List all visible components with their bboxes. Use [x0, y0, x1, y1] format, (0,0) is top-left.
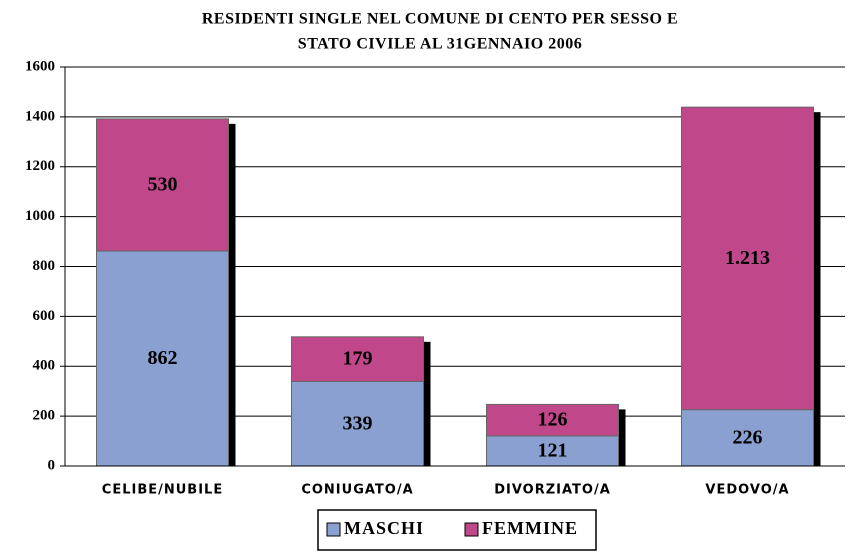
- bar-shadow: [228, 123, 236, 467]
- y-tick-label: 1400: [25, 108, 55, 124]
- data-label: 530: [148, 174, 178, 196]
- y-tick-label: 600: [33, 308, 56, 324]
- data-label: 1.213: [725, 247, 770, 269]
- legend-swatch: [326, 522, 341, 537]
- y-tick-label: 1000: [25, 208, 55, 224]
- x-tick-label: DIVORZIATO/A: [494, 483, 611, 498]
- legend-swatch: [464, 522, 479, 537]
- bar-segment: [681, 106, 814, 411]
- legend-label: MASCHI: [344, 518, 424, 538]
- y-tick-label: 0: [48, 457, 56, 473]
- legend-label: FEMMINE: [482, 518, 578, 538]
- chart-title: RESIDENTI SINGLE NEL COMUNE DI CENTO PER…: [202, 11, 678, 28]
- x-tick-label: CELIBE/NUBILE: [102, 483, 223, 498]
- data-label: 226: [733, 426, 763, 448]
- data-label: 126: [538, 409, 568, 431]
- bar-segment: [681, 409, 814, 467]
- x-tick-label: VEDOVO/A: [705, 483, 789, 498]
- bar-shadow: [813, 112, 821, 466]
- y-tick-label: 800: [33, 258, 56, 274]
- bar-shadow: [423, 341, 431, 466]
- bar-segment: [486, 435, 619, 467]
- bar-segment: [291, 336, 424, 382]
- y-tick-label: 400: [33, 358, 56, 374]
- data-label: 339: [343, 412, 373, 434]
- bar-segment: [96, 118, 229, 252]
- chart-title: STATO CIVILE AL 31GENNAIO 2006: [298, 36, 582, 53]
- data-label: 121: [538, 440, 568, 462]
- x-tick-label: CONIUGATO/A: [301, 483, 413, 498]
- bar-shadow: [618, 409, 626, 466]
- bar-segment: [291, 380, 424, 467]
- bar-segment: [486, 403, 619, 437]
- data-label: 179: [343, 348, 373, 370]
- legend-box: [317, 509, 597, 551]
- y-tick-label: 200: [33, 408, 56, 424]
- y-tick-label: 1200: [25, 158, 55, 174]
- y-tick-label: 1600: [25, 58, 55, 74]
- data-label: 862: [148, 347, 178, 369]
